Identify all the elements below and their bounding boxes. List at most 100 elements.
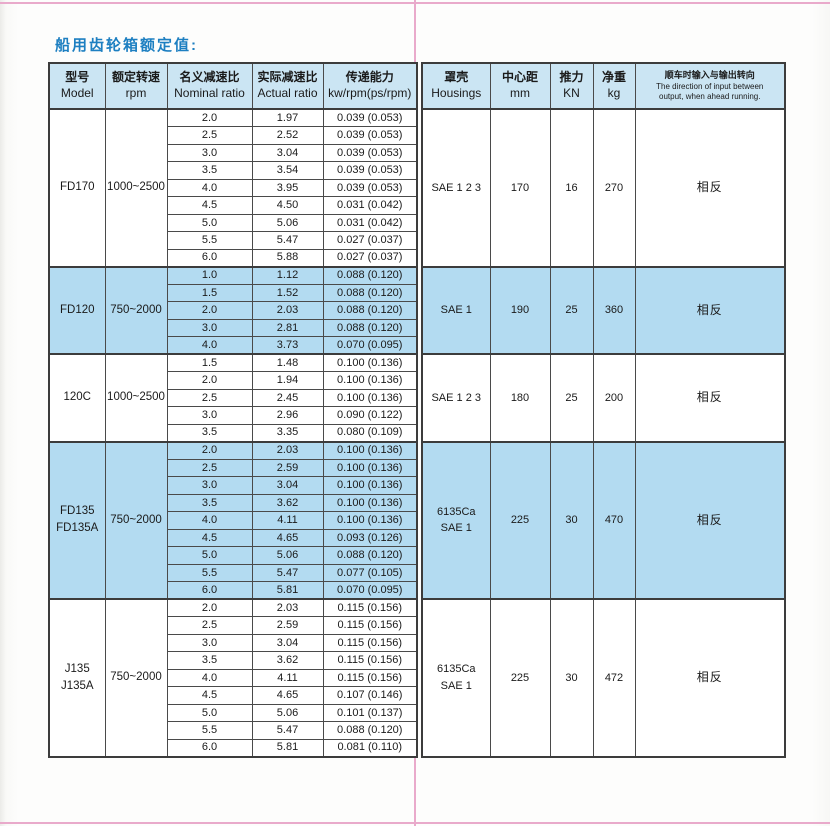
weight-cell: 470: [592, 440, 636, 600]
ratio-row: FD170 1000~2500 2.0 1.97 0.039 (0.053): [48, 108, 418, 267]
nominal-ratio-cell: 2.5: [166, 616, 253, 635]
col-header-center-distance-zh: 中心距: [501, 70, 538, 85]
capacity-cell: 0.081 (0.110): [322, 738, 418, 757]
left-table-body: FD170 1000~2500 2.0 1.97 0.039 (0.053) 2.5 2.5…: [48, 108, 418, 757]
housings-cell: 6135Ca SAE 1: [421, 598, 491, 757]
capacity-cell: 0.039 (0.053): [322, 108, 418, 127]
col-header-actual-ratio-zh: 实际减速比: [257, 70, 318, 85]
capacity-cell: 0.115 (0.156): [322, 668, 418, 687]
nominal-ratio-cell: 5.0: [166, 213, 253, 232]
col-header-weight-zh: 净重: [601, 70, 626, 85]
ratio-row: 4.0 3.95 0.039 (0.053): [49, 178, 418, 197]
nominal-ratio-cell: 2.0: [166, 440, 253, 460]
actual-ratio-cell: 1.12: [251, 265, 324, 285]
nominal-ratio-cell: 3.0: [166, 633, 253, 652]
rated-speed-cell: 1000~2500: [104, 108, 168, 267]
capacity-cell: 0.100 (0.136): [322, 353, 418, 372]
actual-ratio-cell: 5.47: [251, 231, 324, 250]
direction-cell: 相反: [634, 353, 786, 442]
col-header-direction-en1: The direction of input between: [656, 81, 764, 91]
col-header-nominal-ratio-en: Nominal ratio: [174, 86, 245, 100]
col-header-nominal-ratio: 名义减速比 Nominal ratio: [166, 62, 253, 110]
actual-ratio-cell: 5.81: [251, 581, 324, 600]
actual-ratio-cell: 4.65: [251, 686, 324, 705]
nominal-ratio-cell: 5.5: [166, 563, 253, 582]
nominal-ratio-cell: 3.5: [166, 161, 253, 180]
col-header-direction-zh: 顺车时输入与输出转向: [664, 70, 755, 81]
ratio-row: 6.0 5.88 0.027 (0.037): [49, 248, 418, 267]
model-cell: J135 J135A: [48, 598, 106, 757]
actual-ratio-cell: 1.52: [251, 283, 324, 302]
nominal-ratio-cell: 3.0: [166, 143, 253, 162]
group-summary-row: SAE 1 2 3 180 25 200 相反: [421, 353, 786, 442]
actual-ratio-cell: 3.04: [251, 633, 324, 652]
nominal-ratio-cell: 1.5: [166, 353, 253, 372]
capacity-cell: 0.100 (0.136): [322, 493, 418, 512]
ratio-row: FD120 750~2000 1.0 1.12 0.088 (0.120): [48, 265, 418, 355]
nominal-ratio-cell: 3.0: [166, 476, 253, 495]
capacity-cell: 0.090 (0.122): [322, 406, 418, 425]
actual-ratio-cell: 3.35: [251, 423, 324, 442]
col-header-actual-ratio: 实际减速比 Actual ratio: [251, 62, 324, 110]
col-header-capacity-zh: 传递能力: [345, 70, 394, 85]
actual-ratio-cell: 5.81: [251, 738, 324, 757]
nominal-ratio-cell: 3.5: [166, 423, 253, 442]
group-summary-row: SAE 1 2 3 170 16 270 相反: [421, 108, 786, 267]
actual-ratio-cell: 4.50: [251, 196, 324, 215]
capacity-cell: 0.031 (0.042): [322, 213, 418, 232]
col-header-center-distance-en: mm: [510, 86, 530, 100]
capacity-cell: 0.027 (0.037): [322, 248, 418, 267]
nominal-ratio-cell: 2.0: [166, 108, 253, 127]
rated-speed-cell: 1000~2500: [104, 353, 168, 442]
capacity-cell: 0.070 (0.095): [322, 581, 418, 600]
housings-cell: SAE 1 2 3: [421, 108, 491, 267]
ratio-row: FD135 FD135A 750~2000 2.0 2.03 0.100 (0.136): [48, 440, 418, 600]
ratio-row: 4.0 4.11 0.115 (0.156): [49, 668, 418, 687]
rated-speed-cell: 750~2000: [104, 265, 168, 355]
ratio-row: 3.0 2.81 0.088 (0.120): [49, 318, 418, 337]
capacity-cell: 0.093 (0.126): [322, 528, 418, 547]
ratio-row: 3.5 3.35 0.080 (0.109): [49, 423, 418, 442]
capacity-cell: 0.115 (0.156): [322, 616, 418, 635]
ratio-row: 3.0 3.04 0.100 (0.136): [49, 476, 418, 495]
fold-line-vertical-top: [414, 0, 416, 110]
ratio-row: 4.5 4.50 0.031 (0.042): [49, 196, 418, 215]
header-row-right: 罩壳 Housings 中心距 mm 推力 KN 净重 kg 顺车时输入与输出转…: [421, 62, 786, 110]
actual-ratio-cell: 2.81: [251, 318, 324, 337]
direction-cell: 相反: [634, 440, 786, 600]
col-header-thrust: 推力 KN: [549, 62, 594, 110]
model-cell: FD135 FD135A: [48, 440, 106, 600]
nominal-ratio-cell: 2.0: [166, 598, 253, 617]
right-table-body: SAE 1 2 3 170 16 270 相反 SAE 1 190 25 360 相反 SAE 1 …: [421, 108, 786, 757]
thrust-cell: 30: [549, 440, 594, 600]
thrust-cell: 25: [549, 353, 594, 442]
ratio-row: 5.5 5.47 0.027 (0.037): [49, 231, 418, 250]
thrust-cell: 30: [549, 598, 594, 757]
weight-cell: 360: [592, 265, 636, 355]
nominal-ratio-cell: 2.5: [166, 458, 253, 477]
actual-ratio-cell: 4.65: [251, 528, 324, 547]
nominal-ratio-cell: 5.5: [166, 721, 253, 740]
col-header-weight-en: kg: [607, 86, 621, 100]
ratio-row: 2.5 2.45 0.100 (0.136): [49, 388, 418, 407]
col-header-thrust-en: KN: [563, 86, 580, 100]
nominal-ratio-cell: 5.5: [166, 231, 253, 250]
ratio-row: 3.5 3.62 0.115 (0.156): [49, 651, 418, 670]
col-header-capacity: 传递能力 kw/rpm(ps/rpm): [322, 62, 418, 110]
actual-ratio-cell: 2.03: [251, 301, 324, 320]
weight-cell: 270: [592, 108, 636, 267]
capacity-cell: 0.100 (0.136): [322, 458, 418, 477]
group-summary-row: 6135Ca SAE 1 225 30 470 相反: [421, 440, 786, 600]
nominal-ratio-cell: 4.0: [166, 668, 253, 687]
nominal-ratio-cell: 4.5: [166, 528, 253, 547]
nominal-ratio-cell: 5.0: [166, 546, 253, 565]
actual-ratio-cell: 1.48: [251, 353, 324, 372]
capacity-cell: 0.027 (0.037): [322, 231, 418, 250]
housings-cell: 6135Ca SAE 1: [421, 440, 491, 600]
col-header-model-en: Model: [60, 86, 94, 100]
capacity-cell: 0.088 (0.120): [322, 265, 418, 285]
model-cell: FD170: [48, 108, 106, 267]
actual-ratio-cell: 2.52: [251, 126, 324, 145]
nominal-ratio-cell: 2.5: [166, 126, 253, 145]
capacity-cell: 0.100 (0.136): [322, 388, 418, 407]
